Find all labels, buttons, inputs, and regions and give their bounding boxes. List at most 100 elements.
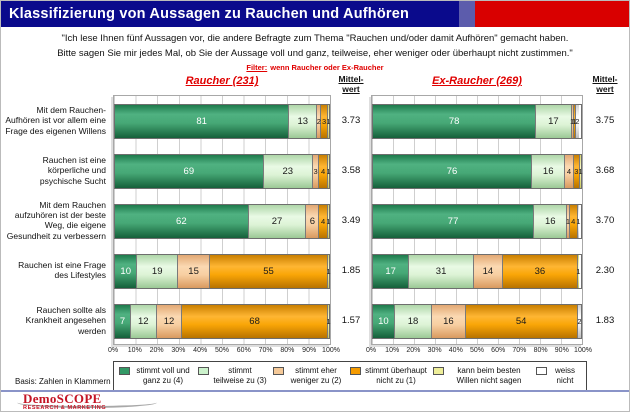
bar-segment: 4 xyxy=(568,204,577,238)
segment-value: 4 xyxy=(320,216,326,226)
mittelwert-header-line1: Mittel- xyxy=(592,74,618,85)
legend-item: stimmt teilweise zu (3) xyxy=(198,366,268,386)
segment-value: 1 xyxy=(578,166,583,176)
legend-color-swatch xyxy=(433,367,444,376)
segment-value: 76 xyxy=(446,165,458,177)
bar-segment: 3 xyxy=(572,154,579,188)
legend-item: stimmt eher weniger zu (2) xyxy=(273,366,345,386)
bar-segment: 1 xyxy=(566,204,570,238)
stacked-bar: 10 18 16 54 2 xyxy=(372,303,582,339)
mittelwert-value: 1.57 xyxy=(341,314,361,326)
segment-value: 12 xyxy=(138,315,149,327)
segment-value: 10 xyxy=(378,315,389,327)
segment-value: 1 xyxy=(576,266,581,276)
titlebar-accent-red xyxy=(475,1,629,27)
legend-color-swatch xyxy=(273,367,284,376)
bar-segment: 1 xyxy=(578,154,583,188)
axis-tick-label: 70% xyxy=(512,347,527,355)
segment-value: 62 xyxy=(176,215,187,227)
legend-item: stimmt voll und ganz zu (4) xyxy=(119,366,193,386)
segment-value: 13 xyxy=(297,115,309,127)
bar-segment: 2 xyxy=(574,104,579,138)
legend-label: weiss nicht xyxy=(554,366,575,386)
segment-value: 10 xyxy=(120,265,131,277)
axis-tick-label: 30% xyxy=(427,347,442,355)
segment-value: 55 xyxy=(263,265,274,277)
segment-value: 23 xyxy=(282,165,294,177)
legend-label: stimmt teilweise zu (3) xyxy=(213,366,267,386)
axis-tick-label: 60% xyxy=(491,347,506,355)
mittelwert-value: 3.73 xyxy=(341,114,361,126)
axis-tick-label: 90% xyxy=(554,347,569,355)
bar-segment: 55 xyxy=(209,254,327,288)
bar-segment: 1 xyxy=(576,204,580,238)
mittelwert-header-line1: Mittel- xyxy=(338,74,364,85)
segment-value: 4 xyxy=(320,166,326,176)
category-label: Mit dem Rauchen aufzuhören ist der beste… xyxy=(6,200,106,241)
segment-value: 1 xyxy=(326,316,331,326)
mittelwert-column-right: 3.75 3.68 3.70 2.30 1.83 xyxy=(583,95,627,345)
category-label: Rauchen sollte als Krankheit angesehen w… xyxy=(25,305,106,336)
bar-row: 78 17 1 1 2 xyxy=(372,96,582,146)
bar-segment: 16 xyxy=(531,154,565,188)
segment-value: 1 xyxy=(326,116,331,126)
mittelwert-value: 2.30 xyxy=(595,264,615,276)
bar-segment: 1 xyxy=(326,304,331,338)
chart-area: Raucher (231) Mittel- wert Ex-Raucher (2… xyxy=(5,75,625,358)
segment-value: 1 xyxy=(572,116,577,126)
bar-segment: 17 xyxy=(373,254,409,288)
segment-value: 1 xyxy=(326,216,331,226)
group-header-raucher: Raucher (231) xyxy=(185,75,259,88)
segment-value: 19 xyxy=(151,265,163,277)
bar-segment: 17 xyxy=(535,104,571,138)
bar-segment: 81 xyxy=(115,104,289,138)
segment-value: 2 xyxy=(316,116,321,126)
mittelwert-value: 3.58 xyxy=(341,164,361,176)
category-label: Rauchen ist eine körperliche und psychis… xyxy=(39,155,106,186)
bar-segment: 31 xyxy=(408,254,473,288)
segment-value: 15 xyxy=(188,265,199,277)
axis-tick-label: 90% xyxy=(302,347,317,355)
page-title: Klassifizierung von Aussagen zu Rauchen … xyxy=(1,1,459,27)
stacked-bar: 7 12 12 68 1 xyxy=(114,303,331,339)
question-line-2: Bitte sagen Sie mir jedes Mal, ob Sie de… xyxy=(57,47,573,59)
stacked-bar: 77 16 1 4 1 xyxy=(372,203,582,239)
segment-value: 4 xyxy=(566,166,572,176)
bar-segment: 62 xyxy=(115,204,248,238)
segment-value: 1 xyxy=(326,266,331,276)
mittelwert-header-right: Mittel- wert xyxy=(583,75,627,95)
bar-row: 81 13 2 3 1 xyxy=(114,96,330,146)
bar-segment: 3 xyxy=(320,104,327,138)
x-axis-right: 0% 10% 20% 30% 40% 50% 60% 70% 80% 90% 100% xyxy=(366,345,592,358)
segment-value: 69 xyxy=(183,165,195,177)
axis-tick-label: 0% xyxy=(107,347,119,355)
axis-tick-label: 70% xyxy=(258,347,273,355)
axis-tick-label: 40% xyxy=(448,347,463,355)
axis-tick-label: 50% xyxy=(469,347,485,355)
logo-title: DemoSCOPE xyxy=(23,391,102,406)
segment-value: 3 xyxy=(574,166,579,176)
logo-subtitle: RESEARCH & MARKETING xyxy=(23,405,107,411)
legend-row: Basis: Zahlen in Klammern stimmt voll un… xyxy=(1,361,629,401)
demoscope-logo: DemoSCOPE RESEARCH & MARKETING xyxy=(17,391,173,411)
bar-segment: 4 xyxy=(318,204,327,238)
x-axis-left: 0% 10% 20% 30% 40% 50% 60% 70% 80% 90% 100% xyxy=(108,345,340,358)
filter-label: Filter: xyxy=(246,63,268,73)
axis-tick-label: 60% xyxy=(236,347,251,355)
bar-segment: 14 xyxy=(472,254,502,288)
axis-tick-label: 20% xyxy=(406,347,421,355)
bar-segment: 10 xyxy=(115,254,137,288)
bar-segment: 1 xyxy=(326,104,331,138)
question-text: "Ich lese Ihnen fünf Aussagen vor, die a… xyxy=(1,32,629,61)
legend-color-swatch xyxy=(536,367,547,376)
bar-row: 17 31 14 36 1 xyxy=(372,246,582,296)
bar-segment: 12 xyxy=(155,304,182,338)
segment-value: 31 xyxy=(435,265,447,277)
segment-value: 1 xyxy=(326,166,331,176)
legend-color-swatch xyxy=(119,367,130,376)
titlebar-accent-blue xyxy=(459,1,475,27)
category-label: Mit dem Rauchen-Aufhören ist vor allem e… xyxy=(5,105,106,136)
filter-text: wenn Raucher oder Ex-Raucher xyxy=(270,63,384,73)
mittelwert-value: 3.75 xyxy=(595,114,615,126)
legend-color-swatch xyxy=(198,367,209,376)
